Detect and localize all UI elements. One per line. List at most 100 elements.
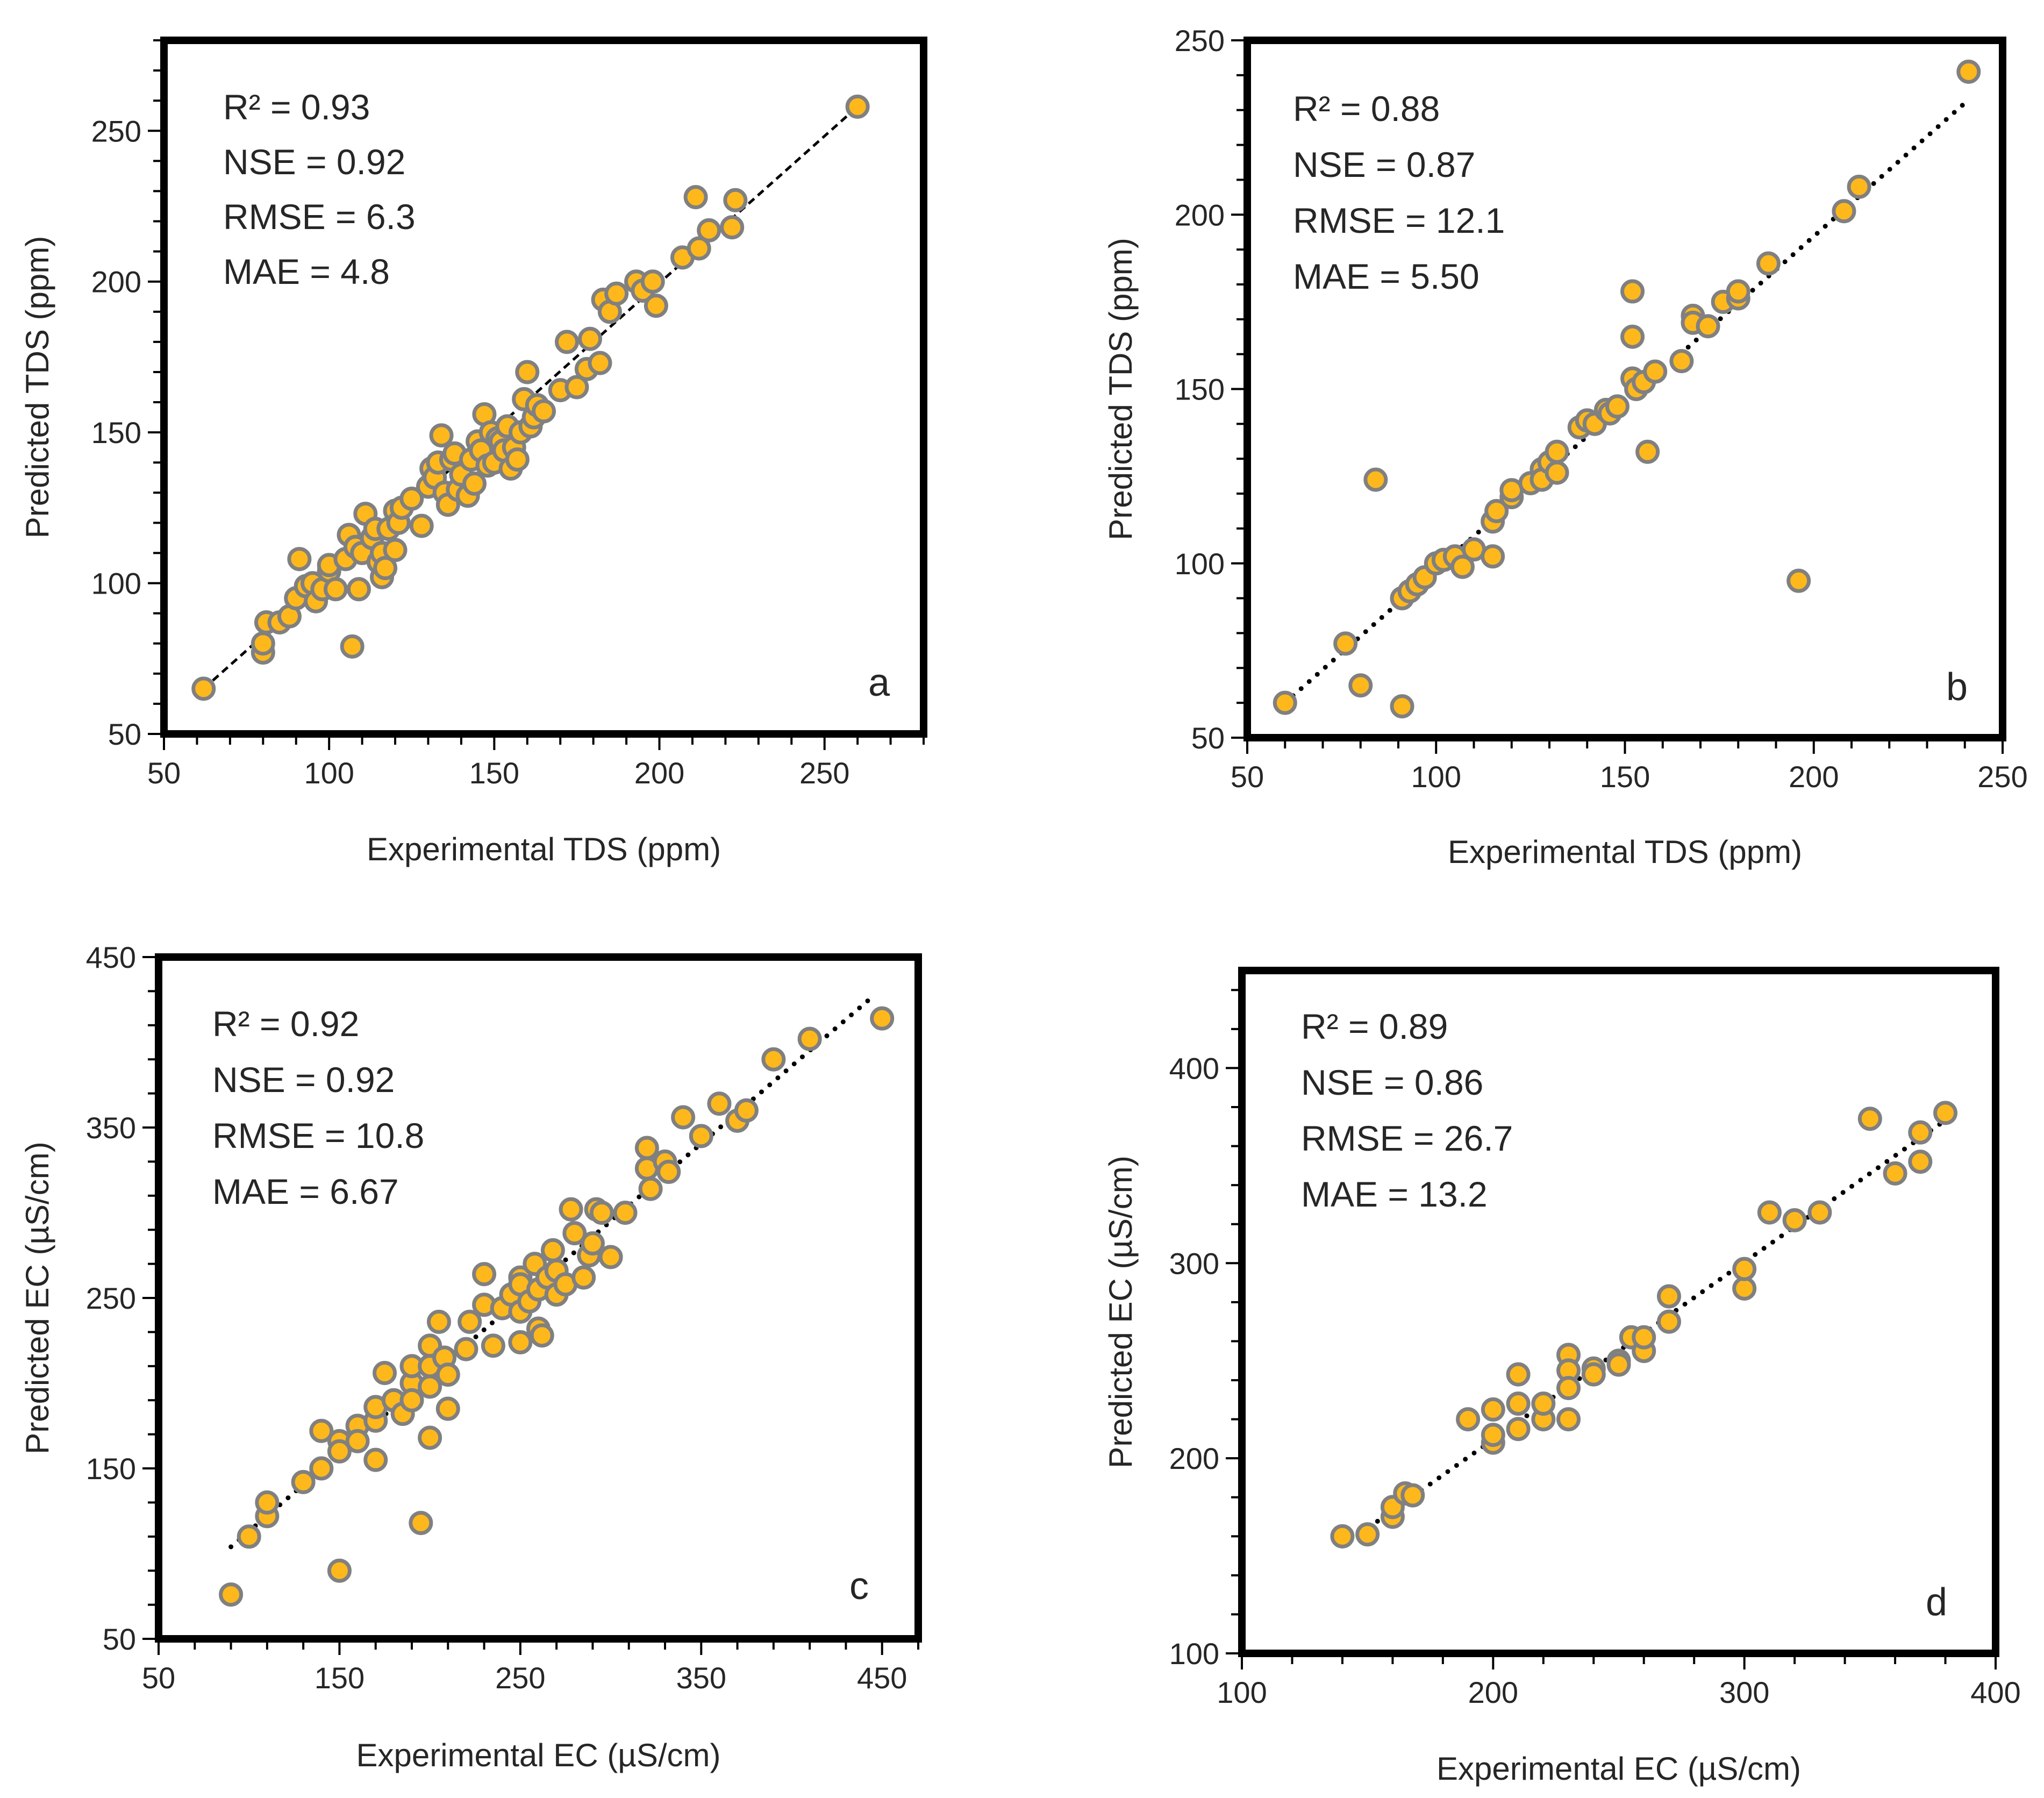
- y-tick-label-a-50: 50: [108, 717, 141, 751]
- point-c-52: [562, 1221, 587, 1246]
- stat-mae-d: MAE = 13.2: [1301, 1174, 1488, 1214]
- point-b-38: [1669, 349, 1694, 374]
- x-tick-label-d-300: 300: [1719, 1675, 1769, 1709]
- x-tick-label-d-100: 100: [1217, 1675, 1267, 1709]
- point-d-12: [1506, 1392, 1531, 1416]
- x-tick-label-c-50: 50: [142, 1661, 175, 1695]
- point-c-6: [309, 1456, 334, 1481]
- point-c-30: [454, 1337, 478, 1361]
- point-b-23: [1545, 460, 1569, 485]
- point-d-33: [1857, 1107, 1882, 1131]
- point-b-47: [1832, 199, 1856, 224]
- y-tick-label-c-50: 50: [103, 1622, 136, 1656]
- point-d-37: [1933, 1101, 1958, 1125]
- point-d-1: [1355, 1522, 1380, 1547]
- x-tick-label-c-250: 250: [495, 1661, 545, 1695]
- point-b-31: [1620, 324, 1645, 349]
- y-tick-label-a-250: 250: [91, 114, 141, 148]
- point-b-30: [1605, 394, 1630, 419]
- point-b-32: [1620, 279, 1645, 304]
- point-a-77: [604, 281, 629, 306]
- point-c-65: [671, 1105, 696, 1130]
- point-a-39: [429, 423, 454, 448]
- x-tick-label-b-100: 100: [1411, 760, 1461, 794]
- x-tick-label-a-100: 100: [304, 756, 354, 790]
- point-a-80: [640, 269, 665, 294]
- point-a-0: [191, 676, 216, 701]
- point-b-3: [1363, 467, 1388, 492]
- stat-r2-c: R² = 0.92: [212, 1004, 359, 1044]
- point-c-55: [580, 1231, 605, 1256]
- point-b-45: [1756, 251, 1781, 276]
- point-c-3: [255, 1490, 280, 1515]
- y-tick-label-a-100: 100: [91, 567, 141, 601]
- point-c-25: [418, 1374, 442, 1399]
- point-c-15: [373, 1360, 397, 1385]
- point-a-17: [340, 634, 365, 659]
- axis-ticks-d: 100 200 300 400 100 200 300 400: [1169, 989, 2021, 1709]
- point-c-57: [589, 1201, 614, 1225]
- point-b-49: [1956, 59, 1981, 84]
- point-d-6: [1456, 1407, 1481, 1432]
- x-tick-label-b-200: 200: [1789, 760, 1839, 794]
- stat-nse-c: NSE = 0.92: [212, 1060, 395, 1100]
- point-c-29: [435, 1362, 460, 1387]
- point-c-34: [481, 1333, 505, 1358]
- panel-a: 50 100 150 200 250 50 100 150 200 250 R² = 0.93 N…: [19, 37, 927, 867]
- y-axis-title-a: Predicted TDS (ppm): [19, 236, 55, 538]
- point-b-46: [1786, 568, 1811, 593]
- point-b-48: [1847, 174, 1871, 199]
- point-a-83: [683, 185, 708, 210]
- y-tick-label-b-200: 200: [1175, 198, 1225, 232]
- stat-rmse-d: RMSE = 26.7: [1301, 1118, 1513, 1158]
- axis-ticks-a: 50 100 150 200 250 50 100 150 200 250: [91, 39, 925, 790]
- x-tick-label-a-50: 50: [147, 756, 181, 790]
- y-axis-title-d: Predicted EC (µS/cm): [1103, 1155, 1139, 1468]
- point-b-0: [1273, 690, 1297, 715]
- point-c-28: [435, 1396, 460, 1421]
- point-d-32: [1807, 1200, 1832, 1225]
- y-axis-title-b: Predicted TDS (ppm): [1103, 238, 1139, 540]
- point-c-8: [327, 1439, 352, 1464]
- point-d-22: [1606, 1352, 1631, 1377]
- stat-mae-a: MAE = 4.8: [223, 252, 390, 291]
- point-d-9: [1481, 1397, 1505, 1422]
- stat-r2-b: R² = 0.88: [1293, 89, 1440, 129]
- point-d-10: [1506, 1417, 1531, 1442]
- scatter-points-a: [191, 94, 870, 701]
- point-c-47: [540, 1238, 565, 1262]
- point-c-51: [559, 1197, 583, 1222]
- point-b-16: [1484, 498, 1509, 523]
- point-a-87: [723, 188, 748, 212]
- point-a-61: [505, 447, 530, 472]
- x-tick-label-b-250: 250: [1977, 760, 2027, 794]
- point-a-19: [346, 577, 371, 602]
- point-a-34: [409, 513, 434, 538]
- point-d-5: [1400, 1483, 1425, 1508]
- trendline-d: [1340, 1112, 1956, 1549]
- point-b-1: [1333, 631, 1358, 656]
- point-c-14: [363, 1447, 388, 1472]
- point-d-28: [1732, 1276, 1757, 1301]
- point-b-36: [1635, 439, 1660, 464]
- y-tick-label-d-300: 300: [1169, 1246, 1219, 1280]
- point-d-34: [1883, 1161, 1907, 1186]
- x-axis-title-a: Experimental TDS (ppm): [367, 831, 721, 867]
- y-tick-label-a-200: 200: [91, 265, 141, 299]
- x-tick-label-a-200: 200: [634, 756, 684, 790]
- point-d-15: [1556, 1407, 1581, 1432]
- point-c-4: [291, 1469, 316, 1494]
- point-a-81: [644, 294, 668, 318]
- point-c-69: [734, 1098, 759, 1123]
- point-b-24: [1545, 439, 1569, 464]
- point-d-8: [1481, 1423, 1505, 1447]
- y-axis-title-c: Predicted EC (µS/cm): [19, 1141, 55, 1454]
- point-c-21: [409, 1510, 433, 1535]
- point-c-11: [345, 1429, 370, 1453]
- x-tick-label-d-200: 200: [1468, 1675, 1518, 1709]
- y-tick-label-a-150: 150: [91, 416, 141, 449]
- point-a-84: [687, 236, 711, 261]
- panel-d: 100 200 300 400 100 200 300 400 R² = 0.89 NSE =…: [1103, 967, 2021, 1787]
- axis-ticks-b: 50 100 150 200 250 50 100 150 200 250: [1175, 24, 2028, 794]
- point-a-7: [287, 547, 312, 572]
